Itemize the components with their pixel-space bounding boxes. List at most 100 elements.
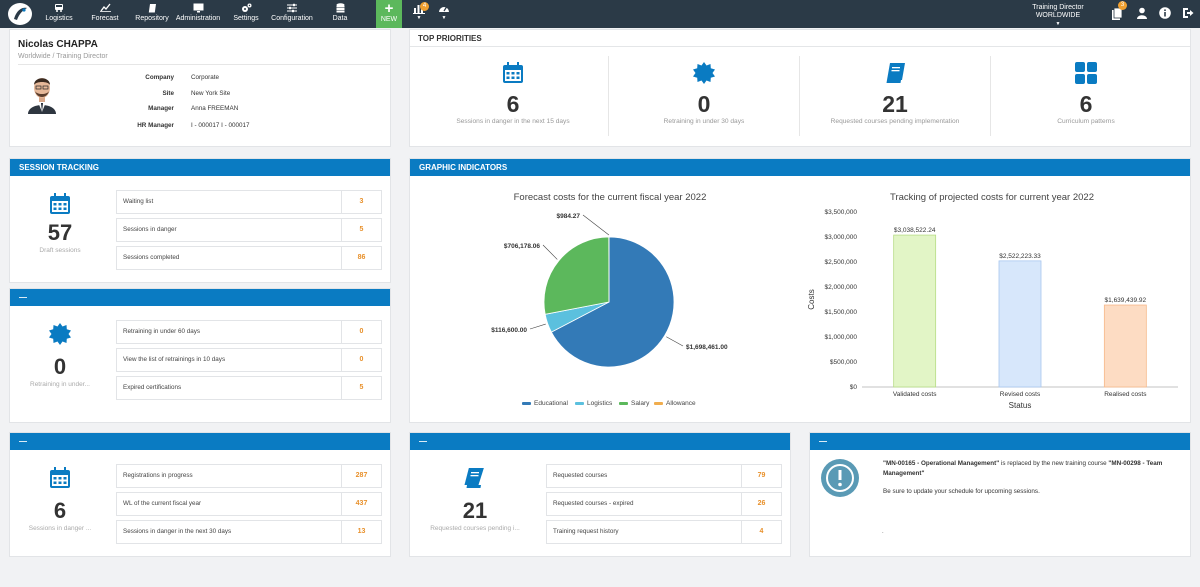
profile-field-key: HR Manager (137, 122, 174, 129)
profile-field: Site New York Site (106, 90, 366, 100)
requested-courses-value: 21 (462, 498, 488, 523)
stat-row[interactable]: Requested courses - expired 26 (546, 492, 782, 516)
stat-row[interactable]: Requested courses 79 (546, 464, 782, 488)
pie-data-label: $706,178.06 (504, 243, 541, 250)
stat-row-label: Requested courses - expired (553, 500, 634, 507)
chevron-down-icon: ▼ (1055, 21, 1061, 27)
logout-button[interactable] (1177, 0, 1199, 28)
profile-field-key: Manager (148, 105, 174, 112)
sessions-danger-stat[interactable]: 6 Sessions in danger ... (10, 467, 110, 532)
legend-item-educational[interactable]: Educational (522, 400, 568, 407)
user-icon (1137, 7, 1147, 19)
nav-administration[interactable]: Administration (174, 0, 222, 28)
divider (18, 64, 390, 65)
stat-row-value: 437 (341, 493, 381, 515)
stat-row-value: 4 (741, 521, 781, 543)
nav-label: Data (332, 15, 348, 22)
notice-message: "MN-00165 - Operational Management" is r… (883, 459, 1183, 479)
role-selector[interactable]: Training Director WORLDWIDE ▼ (1016, 4, 1100, 28)
stat-row[interactable]: Training request history 4 (546, 520, 782, 544)
nav-repository[interactable]: Repository (133, 0, 171, 28)
sessions-danger-panel: — 6 Sessions in danger ... Registrations… (9, 432, 391, 557)
profile-field-value: New York Site (191, 90, 231, 97)
new-label: NEW (380, 16, 398, 23)
nav-configuration[interactable]: Configuration (267, 0, 317, 28)
nav-forecast[interactable]: Forecast (88, 0, 122, 28)
stat-row[interactable]: Registrations in progress 287 (116, 464, 382, 488)
bar-0[interactable] (893, 234, 937, 388)
draft-sessions-stat[interactable]: 57 Draft sessions (10, 193, 110, 254)
draft-sessions-caption: Draft sessions (39, 247, 81, 254)
stat-row[interactable]: WL of the current fiscal year 437 (116, 492, 382, 516)
plus-icon: + (384, 0, 394, 17)
priority-caption: Curriculum patterns (1057, 118, 1115, 125)
legend-label: Educational (534, 400, 568, 407)
pie-data-label: $1,698,461.00 (686, 344, 728, 351)
speedometer-icon (434, 0, 454, 14)
gears-icon (231, 0, 261, 14)
profile-field-value: Corporate (191, 74, 220, 81)
bar-2[interactable] (1103, 304, 1147, 388)
bar-data-label: $1,639,439.92 (1105, 297, 1147, 304)
stat-row[interactable]: Waiting list 3 (116, 190, 382, 214)
sessions-danger-title: — (10, 433, 390, 450)
stat-row[interactable]: Sessions in danger in the next 30 days 13 (116, 520, 382, 544)
priority-card[interactable]: 0 Retraining in under 30 days (609, 56, 799, 136)
retraining-stat[interactable]: 0 Retraining in under... (10, 323, 110, 388)
stat-row[interactable]: Retraining in under 60 days 0 (116, 320, 382, 344)
avatar[interactable] (25, 72, 59, 114)
info-button[interactable] (1154, 0, 1176, 28)
notifications-button[interactable]: 3 (1106, 0, 1128, 28)
priority-card[interactable]: 21 Requested courses pending implementati… (800, 56, 990, 136)
pie-slice-educational[interactable] (550, 236, 675, 368)
badge-icon (49, 323, 71, 345)
pie-slice-salary[interactable] (543, 236, 610, 315)
nav-logistics[interactable]: Logistics (44, 0, 74, 28)
pie-leader-line (666, 336, 684, 347)
legend-item-salary[interactable]: Salary (619, 400, 649, 407)
graphic-indicators-title: GRAPHIC INDICATORS (410, 159, 1190, 176)
top-nav: Logistics Forecast Repository Administratio… (0, 0, 1200, 28)
stats-button[interactable]: ▼ 4 (408, 0, 430, 28)
badge-icon (609, 62, 799, 86)
nav-label: Logistics (45, 15, 73, 22)
monitor-icon (174, 0, 222, 14)
legend-swatch (575, 401, 584, 405)
book-icon (464, 468, 484, 488)
legend-item-logistics[interactable]: Logistics (575, 400, 612, 407)
priority-card[interactable]: 6 Sessions in danger in the next 15 days (418, 56, 608, 136)
stat-row[interactable]: Expired certifications 5 (116, 376, 382, 400)
calendar-icon (50, 193, 70, 214)
user-button[interactable] (1131, 0, 1153, 28)
nav-settings[interactable]: Settings (231, 0, 261, 28)
stat-row[interactable]: View the list of retrainings in 10 days 0 (116, 348, 382, 372)
pie-leader-line (529, 323, 546, 330)
divider (608, 56, 609, 136)
bar-data-label: $2,522,223.33 (999, 253, 1041, 260)
retraining-title: — (10, 289, 390, 306)
dashboard-button[interactable]: ▼ (434, 0, 454, 28)
stat-row[interactable]: Sessions in danger 5 (116, 218, 382, 242)
bar-1[interactable] (998, 260, 1042, 388)
stat-row-value: 13 (341, 521, 381, 543)
requested-courses-stat[interactable]: 21 Requested courses pending i... (410, 467, 540, 532)
truck-icon (44, 0, 74, 14)
top-priorities-panel: TOP PRIORITIES 6 Sessions in danger in th… (409, 29, 1191, 147)
profile-field-value: I - 000017 I - 000017 (191, 122, 250, 129)
new-button[interactable]: + NEW (376, 0, 402, 28)
priority-value: 6 (506, 91, 520, 117)
legend-label: Logistics (587, 400, 613, 407)
profile-name: Nicolas CHAPPA (18, 39, 98, 50)
graphic-indicators-panel: GRAPHIC INDICATORS Forecast costs for th… (409, 158, 1191, 423)
draft-sessions-value: 57 (47, 220, 73, 245)
legend-item-allowance[interactable]: Allowance (654, 400, 696, 407)
pie-chart-title: Forecast costs for the current fiscal ye… (513, 192, 707, 203)
nav-data[interactable]: Data (326, 0, 354, 28)
priority-card[interactable]: 6 Curriculum patterns (991, 56, 1181, 136)
notice-old-course: "MN-00165 - Operational Management" (883, 460, 1000, 467)
app-logo[interactable] (8, 3, 32, 25)
profile-field: Manager Anna FREEMAN (106, 105, 366, 115)
info-icon (1159, 7, 1171, 19)
stat-row-value: 26 (741, 493, 781, 515)
stat-row[interactable]: Sessions completed 86 (116, 246, 382, 270)
